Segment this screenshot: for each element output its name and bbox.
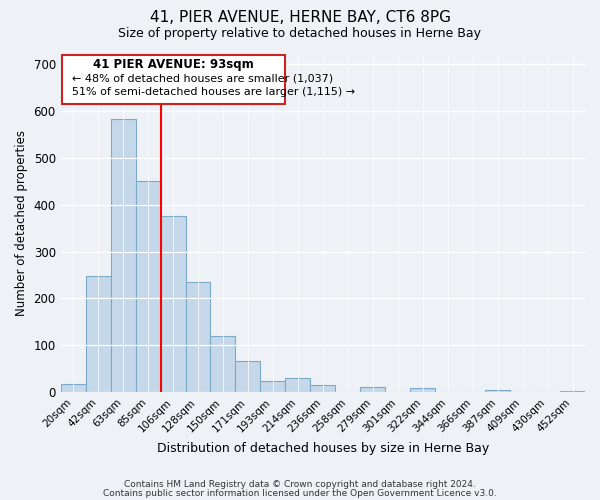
Bar bbox=[161, 216, 185, 392]
Y-axis label: Number of detached properties: Number of detached properties bbox=[15, 130, 28, 316]
Bar bbox=[310, 386, 335, 392]
Bar bbox=[86, 276, 110, 392]
X-axis label: Distribution of detached houses by size in Herne Bay: Distribution of detached houses by size … bbox=[157, 442, 489, 455]
Bar bbox=[185, 282, 211, 392]
Text: 41, PIER AVENUE, HERNE BAY, CT6 8PG: 41, PIER AVENUE, HERNE BAY, CT6 8PG bbox=[149, 10, 451, 25]
Text: Contains HM Land Registry data © Crown copyright and database right 2024.: Contains HM Land Registry data © Crown c… bbox=[124, 480, 476, 489]
Text: Contains public sector information licensed under the Open Government Licence v3: Contains public sector information licen… bbox=[103, 489, 497, 498]
FancyBboxPatch shape bbox=[62, 55, 286, 104]
Bar bbox=[61, 384, 86, 392]
Bar bbox=[110, 119, 136, 392]
Bar bbox=[136, 182, 161, 392]
Bar bbox=[485, 390, 510, 392]
Bar bbox=[260, 381, 286, 392]
Bar bbox=[286, 378, 310, 392]
Text: 51% of semi-detached houses are larger (1,115) →: 51% of semi-detached houses are larger (… bbox=[73, 87, 356, 97]
Text: Size of property relative to detached houses in Herne Bay: Size of property relative to detached ho… bbox=[119, 28, 482, 40]
Bar bbox=[211, 336, 235, 392]
Bar bbox=[560, 391, 585, 392]
Bar bbox=[235, 360, 260, 392]
Text: ← 48% of detached houses are smaller (1,037): ← 48% of detached houses are smaller (1,… bbox=[73, 74, 334, 84]
Bar bbox=[360, 388, 385, 392]
Bar bbox=[410, 388, 435, 392]
Text: 41 PIER AVENUE: 93sqm: 41 PIER AVENUE: 93sqm bbox=[93, 58, 254, 71]
